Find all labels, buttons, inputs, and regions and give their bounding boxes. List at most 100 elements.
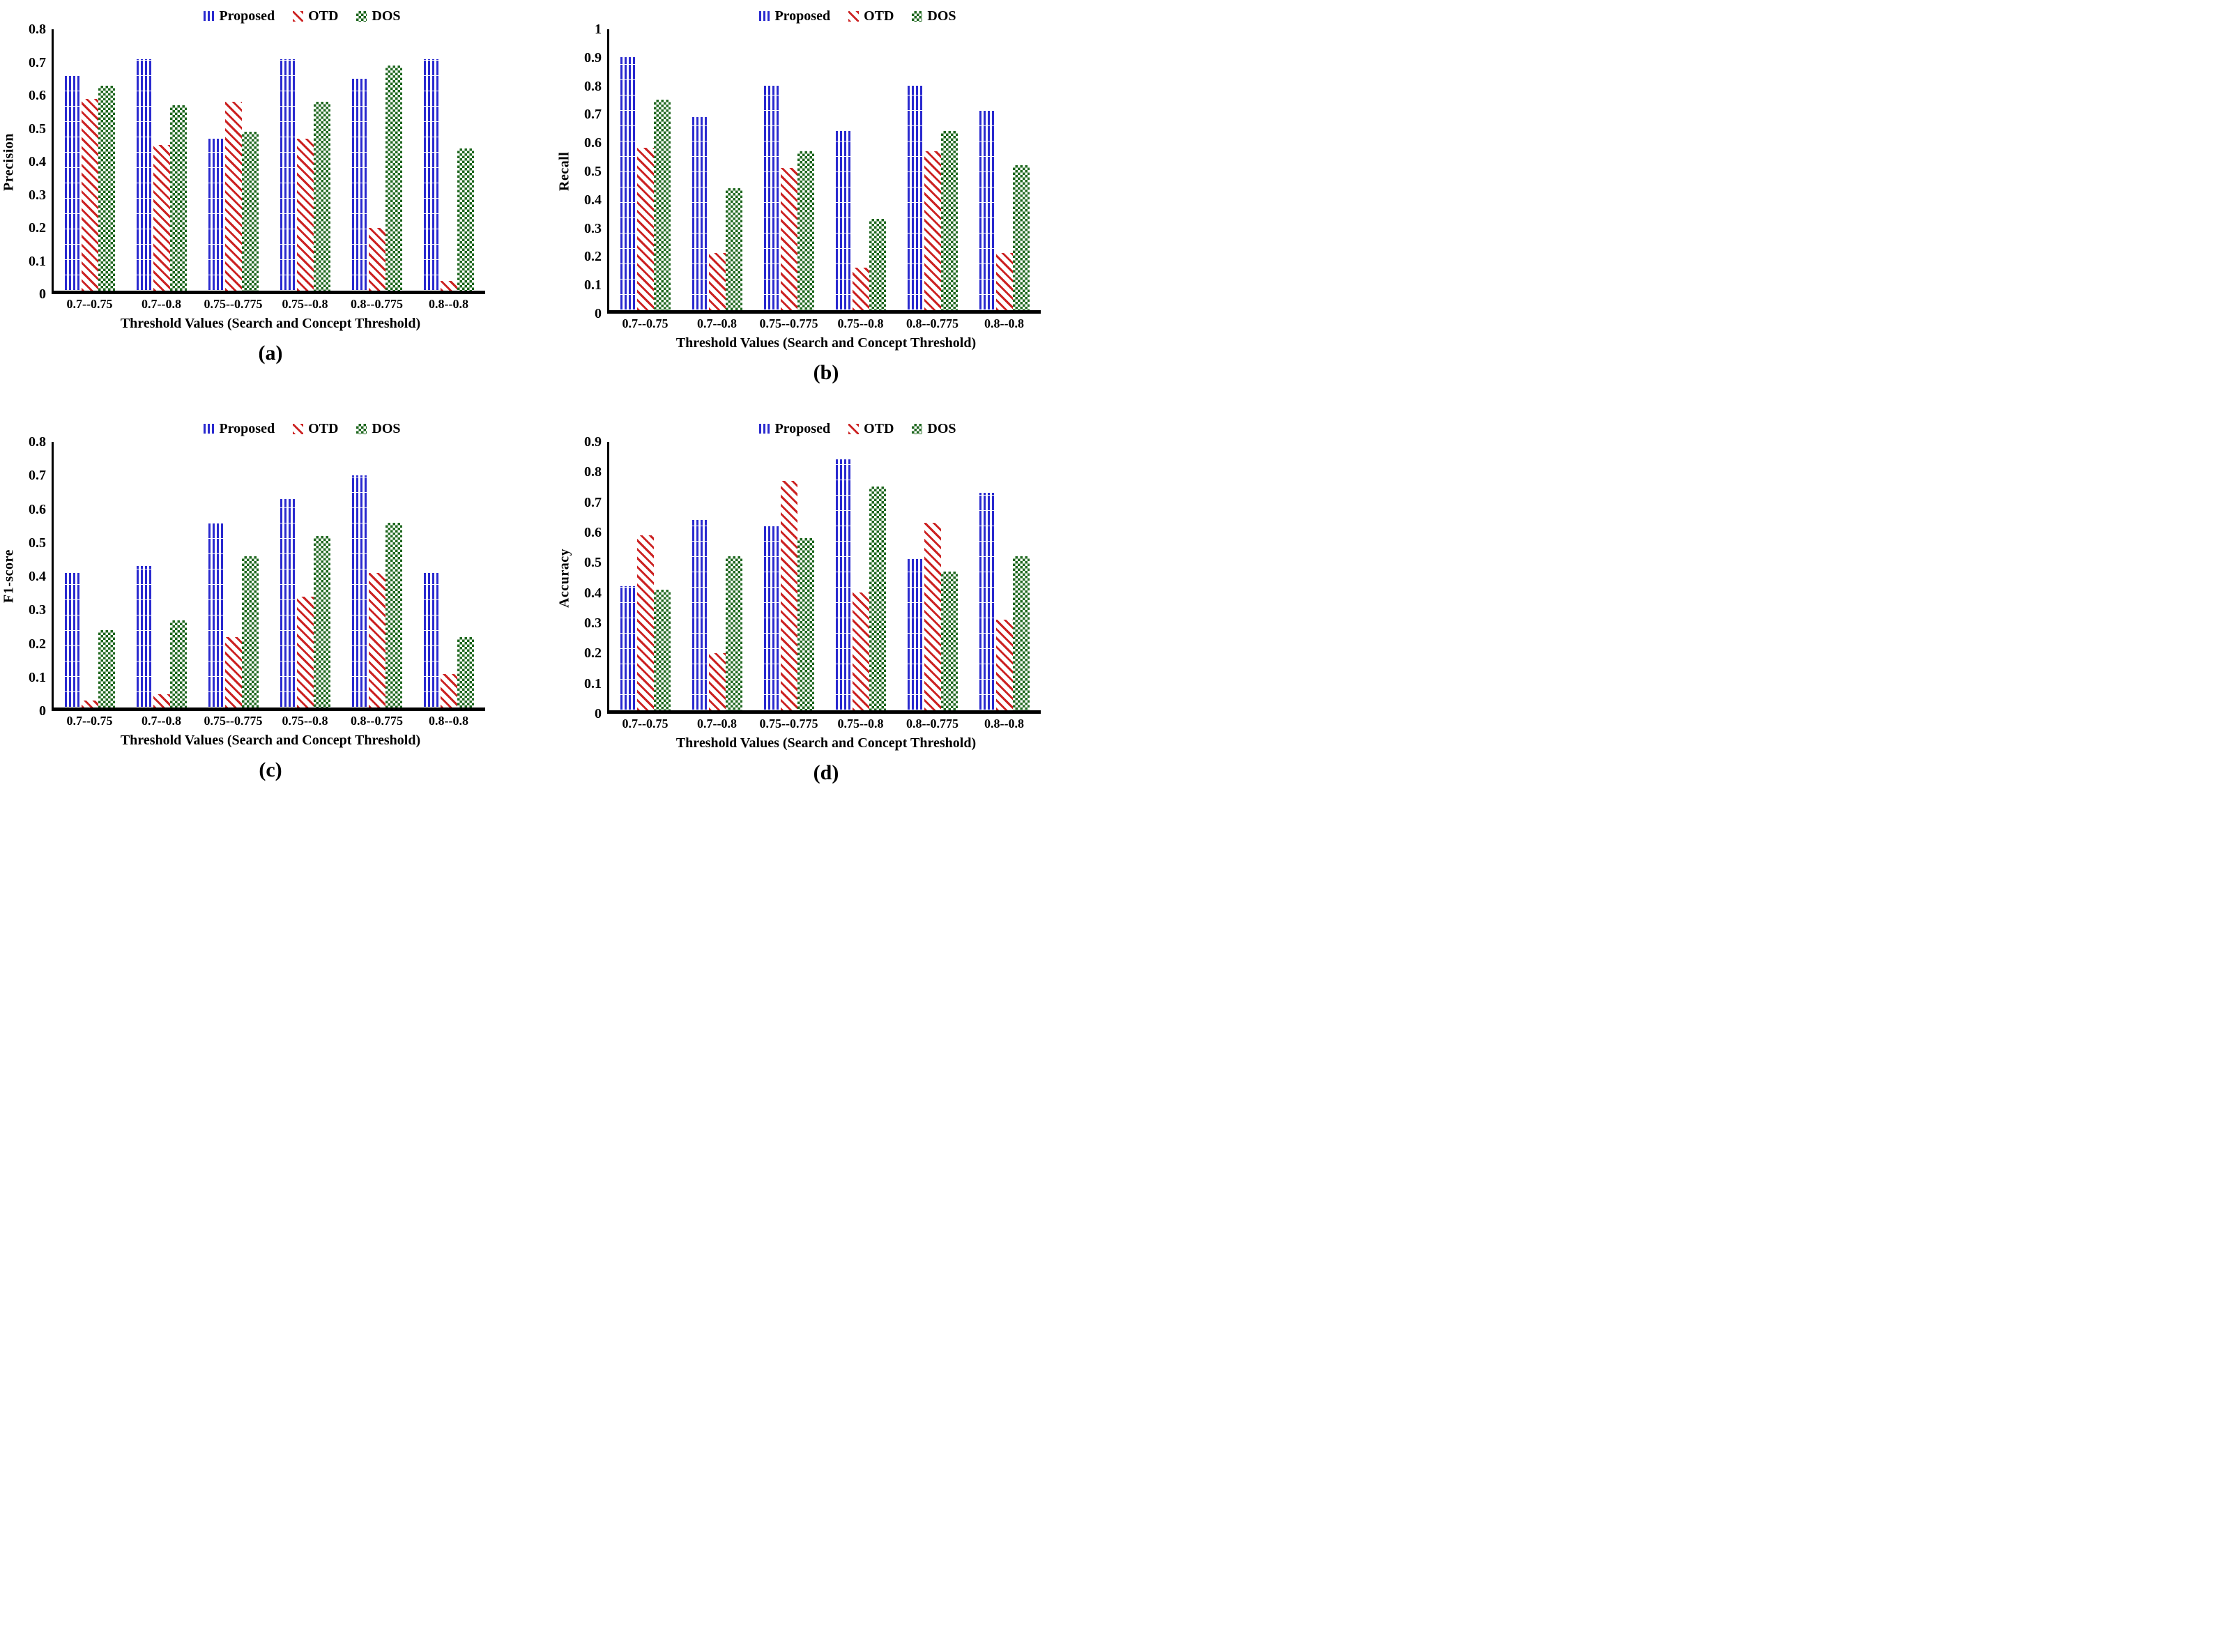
bar-proposed — [280, 59, 297, 291]
bar-proposed — [620, 586, 637, 710]
legend: Proposed OTD DOS — [604, 418, 1111, 439]
x-tick-label: 0.8--0.8 — [984, 717, 1024, 731]
y-tick-label: 0.7 — [29, 54, 46, 70]
y-tick-label: 0.2 — [29, 636, 46, 652]
y-tick-label: 0.5 — [584, 164, 602, 179]
y-tick-label: 0.2 — [584, 645, 602, 661]
bars — [609, 442, 1041, 710]
bar-dos — [940, 571, 958, 710]
dos-pattern-swatch-icon — [356, 10, 367, 22]
bar-otd — [780, 480, 797, 710]
x-axis-ticks: 0.7--0.75 0.7--0.8 0.75--0.775 0.75--0.8 0.8… — [54, 714, 487, 728]
dos-pattern-swatch-icon — [912, 423, 923, 434]
legend-label: DOS — [372, 8, 401, 24]
legend-item-dos: DOS — [912, 421, 956, 437]
bar-proposed — [907, 85, 924, 310]
chart-row: F1-score 0 0.1 0.2 0.3 0.4 0.5 0.6 0.7 0.8 — [0, 434, 556, 719]
proposed-pattern-swatch-icon — [759, 423, 770, 434]
y-axis-ticks: 0 0.1 0.2 0.3 0.4 0.5 0.6 0.7 0.8 0.9 1 — [574, 22, 607, 321]
y-tick-label: 0.9 — [584, 49, 602, 66]
plot-area — [607, 29, 1041, 314]
bar-otd — [296, 596, 314, 708]
bar-dos — [869, 487, 886, 710]
y-tick-label: 0.7 — [584, 107, 602, 123]
otd-pattern-swatch-icon — [293, 10, 304, 22]
bar-proposed — [763, 85, 781, 310]
y-tick-label: 0 — [595, 706, 602, 721]
bar-group — [968, 442, 1040, 710]
bar-group — [54, 29, 125, 291]
legend-label: DOS — [927, 420, 956, 436]
bar-otd — [368, 573, 385, 708]
bar-proposed — [835, 459, 853, 710]
bar-dos — [313, 535, 330, 708]
bar-dos — [1012, 556, 1030, 710]
bar-proposed — [351, 475, 369, 708]
bar-dos — [653, 100, 671, 310]
bar-proposed — [979, 493, 996, 710]
y-tick-label: 0.1 — [29, 669, 46, 685]
x-tick-label: 0.75--0.775 — [759, 316, 818, 330]
y-tick-label: 0.3 — [584, 615, 602, 631]
bar-otd — [780, 168, 797, 310]
panel-recall: Proposed OTD DOS Recall 0 0.1 0.2 0.3 0.4 0.5 0.… — [556, 0, 1111, 413]
legend-item-proposed: Proposed — [204, 8, 275, 24]
x-tick-label: 0.75--0.8 — [282, 714, 328, 728]
y-axis-title: Accuracy — [556, 548, 572, 608]
bar-otd — [852, 592, 869, 710]
y-tick-label: 0.6 — [29, 88, 46, 103]
legend-label: Proposed — [219, 8, 275, 24]
y-tick-label: 0.8 — [584, 464, 602, 480]
y-tick-label: 0.7 — [29, 468, 46, 484]
x-tick-label: 0.8--0.775 — [906, 717, 958, 731]
x-tick-label: 0.75--0.775 — [759, 717, 818, 731]
otd-pattern-swatch-icon — [848, 10, 860, 22]
panel-f1-score: Proposed OTD DOS F1-score 0 0.1 0.2 0.3 0.4 0.5… — [0, 413, 556, 825]
x-tick-label: 0.8--0.775 — [906, 316, 958, 330]
x-tick-label: 0.7--0.75 — [622, 717, 669, 731]
y-tick-label: 0.8 — [29, 434, 46, 450]
panel-caption: (c) — [259, 758, 282, 781]
bar-group — [413, 29, 484, 291]
y-tick-label: 0.6 — [29, 501, 46, 517]
bar-dos — [385, 66, 402, 291]
x-tick-label: 0.7--0.8 — [697, 717, 737, 731]
y-tick-label: 0.1 — [584, 277, 602, 293]
bar-dos — [797, 151, 814, 310]
legend-label: OTD — [308, 420, 339, 436]
dos-pattern-swatch-icon — [356, 423, 367, 434]
y-tick-label: 0.3 — [584, 220, 602, 236]
x-axis-title: Threshold Values (Search and Concept Thr… — [120, 733, 421, 748]
bar-otd — [440, 280, 457, 291]
legend-item-otd: OTD — [293, 8, 338, 24]
x-axis-ticks: 0.7--0.75 0.7--0.8 0.75--0.775 0.75--0.8 0.8… — [609, 316, 1043, 331]
bars — [54, 442, 485, 708]
bar-otd — [296, 138, 314, 291]
bar-group — [341, 29, 413, 291]
y-tick-label: 0.4 — [29, 569, 46, 584]
bar-dos — [169, 105, 187, 291]
legend-label: Proposed — [774, 8, 831, 24]
chart-row: Precision 0 0.1 0.2 0.3 0.4 0.5 0.6 0.7 0.8 — [0, 22, 556, 302]
y-tick-label: 0.2 — [584, 249, 602, 265]
bar-group — [825, 29, 896, 310]
bar-proposed — [280, 498, 297, 708]
y-axis-ticks: 0 0.1 0.2 0.3 0.4 0.5 0.6 0.7 0.8 — [18, 22, 52, 302]
bar-dos — [797, 538, 814, 710]
bar-otd — [995, 253, 1013, 310]
bar-dos — [725, 556, 742, 710]
legend: Proposed OTD DOS — [604, 6, 1111, 26]
legend-label: DOS — [372, 420, 401, 436]
bar-dos — [869, 219, 886, 310]
bar-group — [753, 29, 825, 310]
bar-dos — [98, 630, 115, 708]
bar-otd — [440, 673, 457, 708]
x-tick-label: 0.75--0.775 — [204, 297, 263, 311]
bar-group — [341, 442, 413, 708]
y-axis-title: Recall — [556, 151, 572, 192]
y-tick-label: 0.3 — [29, 602, 46, 618]
proposed-pattern-swatch-icon — [204, 10, 215, 22]
x-axis-title: Threshold Values (Search and Concept Thr… — [675, 735, 977, 751]
plot-area — [52, 29, 485, 294]
bar-dos — [653, 589, 671, 710]
